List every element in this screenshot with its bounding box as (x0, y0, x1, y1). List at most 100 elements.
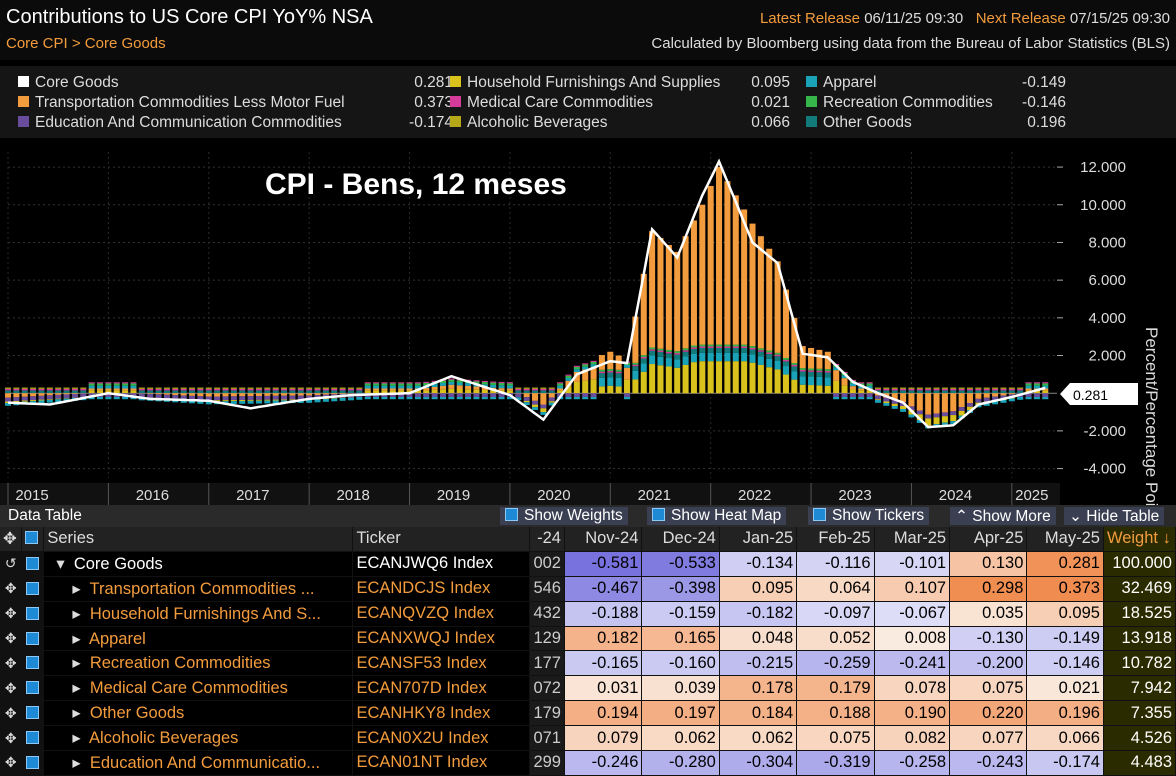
bar-segment (925, 393, 931, 414)
bar-segment (1017, 397, 1023, 400)
y-tick-label: 8.000 (1088, 234, 1126, 251)
bar-stack (398, 382, 404, 399)
bar-segment (591, 397, 597, 399)
bar-segment (273, 390, 279, 393)
bar-segment (984, 388, 990, 389)
bar-segment (975, 390, 981, 393)
row-checkbox[interactable] (22, 701, 44, 726)
table-row[interactable]: ✥▸ Transportation Commodities ...ECANDCJ… (0, 576, 1176, 601)
x-tick-label: 2019 (437, 487, 470, 504)
row-checkbox[interactable] (22, 601, 44, 626)
bar-segment (632, 363, 638, 365)
bar-segment (231, 389, 237, 391)
series-cell[interactable]: ▸ Other Goods (44, 701, 353, 726)
month-header[interactable]: Mar-25 (874, 527, 949, 551)
series-cell[interactable]: ▸ Household Furnishings And S... (44, 601, 353, 626)
row-checkbox[interactable] (22, 626, 44, 651)
show-more-button[interactable]: ⌃ Show More (950, 507, 1056, 525)
bar-segment (858, 388, 864, 390)
show-tickers-toggle[interactable]: Show Tickers (808, 507, 929, 525)
row-checkbox[interactable] (22, 651, 44, 676)
row-checkbox[interactable] (22, 751, 44, 776)
move-icon[interactable]: ✥ (0, 676, 22, 701)
move-icon[interactable]: ✥ (0, 751, 22, 776)
month-header[interactable]: -24 (530, 527, 565, 551)
undo-icon[interactable]: ↺ (0, 551, 22, 576)
series-cell[interactable]: ▸ Transportation Commodities ... (44, 576, 353, 601)
bar-segment (733, 348, 739, 353)
row-checkbox[interactable] (22, 551, 44, 576)
value-cell: -0.304 (719, 751, 796, 776)
bar-segment (130, 386, 136, 389)
show-heat-map-toggle[interactable]: Show Heat Map (647, 507, 786, 525)
row-checkbox[interactable] (22, 726, 44, 751)
series-header[interactable]: Series (44, 527, 353, 551)
bar-stack (607, 352, 613, 393)
move-icon[interactable]: ✥ (0, 726, 22, 751)
legend-item-apparel[interactable]: Apparel -0.149 (806, 74, 876, 94)
bar-segment (89, 382, 95, 383)
bar-segment (574, 367, 580, 369)
series-cell[interactable]: ▸ Recreation Commodities (44, 651, 353, 676)
table-row[interactable]: ✥ ▸ Household Furnishings And S...ECANQVZ… (0, 601, 1176, 626)
bar-segment (883, 388, 889, 389)
bar-segment (432, 393, 438, 397)
bar-segment (448, 389, 454, 394)
series-cell[interactable]: ▸ Education And Communicatio... (44, 751, 353, 776)
legend-item-medical[interactable]: Medical Care Commodities 0.021 (450, 94, 653, 114)
value-cell: 0.075 (797, 726, 874, 751)
ticker-cell: ECANQVZQ Index (353, 601, 530, 626)
bar-stack (264, 388, 270, 404)
month-header[interactable]: Jan-25 (719, 527, 796, 551)
move-icon[interactable]: ✥ (0, 701, 22, 726)
ticker-header[interactable]: Ticker (353, 527, 530, 551)
hide-table-button[interactable]: ⌄ Hide Table (1064, 507, 1164, 525)
bar-segment (105, 383, 111, 385)
bar-segment (206, 393, 212, 396)
bar-segment (197, 393, 203, 396)
month-header[interactable]: Apr-25 (950, 527, 1027, 551)
table-row[interactable]: ✥▸ Education And Communicatio...ECAN01NT… (0, 751, 1176, 776)
move-icon[interactable]: ✥ (0, 651, 22, 676)
move-icon[interactable]: ✥ (0, 527, 22, 551)
month-header[interactable]: May-25 (1027, 527, 1104, 551)
legend-item-alcoholic[interactable]: Alcoholic Beverages 0.066 (450, 114, 607, 134)
move-icon[interactable]: ✥ (0, 626, 22, 651)
weight-header[interactable]: Weight ↓ (1103, 527, 1175, 551)
legend-item-education[interactable]: Education And Communication Commodities … (18, 114, 342, 134)
bar-segment (448, 397, 454, 399)
series-cell[interactable]: ▸ Alcoholic Beverages (44, 726, 353, 751)
legend-item-transportation[interactable]: Transportation Commodities Less Motor Fu… (18, 94, 345, 114)
contributions-chart[interactable]: 12.00010.0008.0006.0004.0002.000-2.000-4… (0, 140, 1176, 505)
move-icon[interactable]: ✥ (0, 601, 22, 626)
bar-segment (256, 400, 262, 401)
row-checkbox[interactable] (22, 576, 44, 601)
bar-segment (89, 386, 95, 389)
legend-item-recreation[interactable]: Recreation Commodities -0.146 (806, 94, 993, 114)
legend-item-household[interactable]: Household Furnishings And Supplies 0.095 (450, 74, 720, 94)
show-weights-toggle[interactable]: Show Weights (500, 507, 628, 525)
series-cell[interactable]: ▾ Core Goods (44, 551, 353, 576)
bar-segment (816, 372, 822, 377)
bar-segment (900, 409, 906, 412)
month-header[interactable]: Feb-25 (797, 527, 874, 551)
row-checkbox[interactable] (22, 676, 44, 701)
select-all-checkbox[interactable] (22, 527, 44, 551)
breadcrumb[interactable]: Core CPI > Core Goods (6, 35, 166, 52)
legend-item-core-goods[interactable]: Core Goods 0.281 (18, 74, 119, 94)
move-icon[interactable]: ✥ (0, 576, 22, 601)
bar-segment (5, 393, 11, 398)
month-header[interactable]: Dec-24 (642, 527, 719, 551)
series-cell[interactable]: ▸ Medical Care Commodities (44, 676, 353, 701)
legend-item-other-goods[interactable]: Other Goods 0.196 (806, 114, 912, 134)
series-cell[interactable]: ▸ Apparel (44, 626, 353, 651)
month-header[interactable]: Nov-24 (564, 527, 641, 551)
legend-value: -0.174 (373, 114, 453, 132)
bar-segment (1009, 390, 1015, 393)
